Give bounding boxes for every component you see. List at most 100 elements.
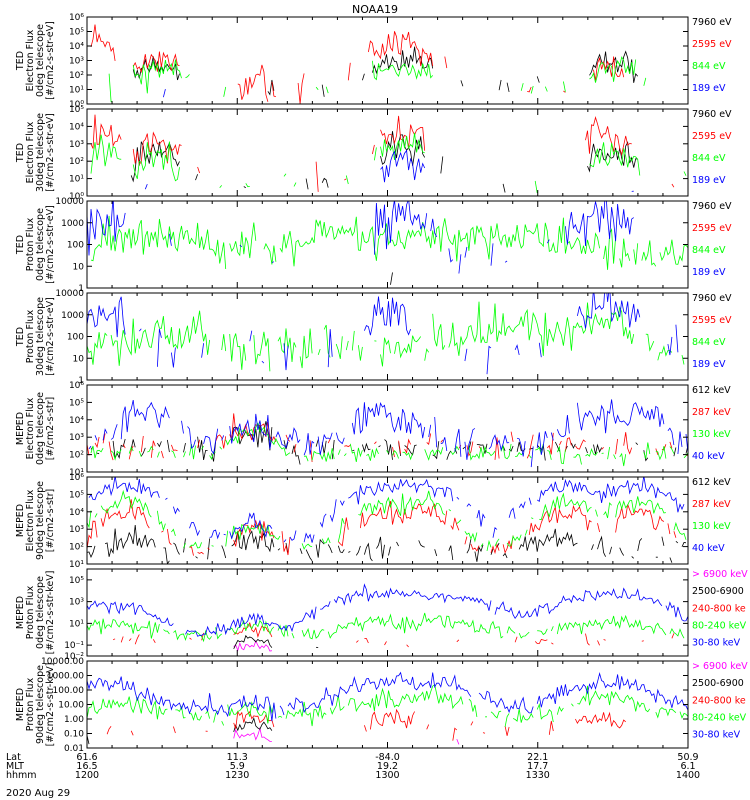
y-axis-label-line: [#/cm2-s-str-eV] xyxy=(45,205,56,284)
series-green xyxy=(90,422,688,467)
y-tick-label: 10⁴ xyxy=(69,42,84,52)
y-axis-label-line: MEPED xyxy=(15,688,26,721)
series-line-green xyxy=(90,132,687,193)
y-axis-label-line: 30deg telescope xyxy=(35,113,46,192)
legend-entry-black: 2500-6900 xyxy=(692,678,744,689)
series-green xyxy=(87,612,685,643)
legend-entry-black: 7960 eV xyxy=(692,109,732,120)
y-axis-label: TEDProton Flux0deg telescope[#/cm2-s-str… xyxy=(15,205,56,284)
footer-lat-value: 61.6 xyxy=(76,752,97,763)
y-axis-label-line: [#/cm2-s-str-keV] xyxy=(45,663,56,747)
footer-mlt-value: 5.9 xyxy=(230,761,245,772)
footer-mlt-value: 19.2 xyxy=(377,761,398,772)
series-group xyxy=(87,671,688,745)
footer-mlt-value: 6.1 xyxy=(680,761,695,772)
series-green xyxy=(87,489,687,551)
series-blue xyxy=(87,671,688,722)
series-line-green xyxy=(87,684,688,727)
footer-hhmm-value: 1400 xyxy=(676,770,700,781)
y-tick-label: 10⁰ xyxy=(69,192,84,202)
legend-entry-blue: 189 eV xyxy=(692,359,726,370)
legend-entry-green: 80-240 keV xyxy=(692,621,747,632)
y-tick-label: 10⁰ xyxy=(69,100,84,110)
series-green xyxy=(90,132,687,193)
y-axis-label-line: [#/cm2-s-str-eV] xyxy=(45,21,56,100)
y-tick-label: 10⁻² xyxy=(64,652,84,662)
y-axis-label-line: Electron Flux xyxy=(25,29,36,91)
chart-panel-2: 10⁰ 10¹ 10² 10³ 10⁴ 10⁵ TEDElectron Flux30deg … xyxy=(15,105,732,202)
footer-lat-value: 22.1 xyxy=(527,752,548,763)
legend-entry-red: 287 keV xyxy=(692,407,731,418)
y-tick-label: 10³ xyxy=(69,57,84,67)
series-black xyxy=(90,421,688,465)
series-line-red xyxy=(91,25,686,104)
footer-row-label: Lat xyxy=(6,752,21,763)
series-line-blue xyxy=(163,89,664,104)
y-tick-label: 10³ xyxy=(69,140,84,150)
y-tick-label: 10⁴ xyxy=(69,508,84,518)
series-line-black xyxy=(234,636,513,649)
y-tick-label: 10⁻¹ xyxy=(64,641,84,651)
legend-entry-black: 612 keV xyxy=(692,477,731,488)
y-tick-label: 10000 xyxy=(55,289,84,299)
y-axis-label-line: 30deg telescope xyxy=(35,297,46,376)
series-line-blue xyxy=(87,671,688,722)
y-axis-label: TEDElectron Flux0deg telescope[#/cm2-s-s… xyxy=(15,21,56,100)
footer-hhmm-value: 1300 xyxy=(375,770,399,781)
plot-frame xyxy=(86,384,689,473)
y-tick-label: 10³ xyxy=(69,525,84,535)
series-line-red xyxy=(107,710,688,741)
y-axis-label-line: TED xyxy=(15,51,26,71)
y-axis-label-line: 90deg telescope xyxy=(35,665,46,744)
y-axis-label-line: [#/cm2-s-str-eV] xyxy=(45,297,56,376)
y-tick-label: 10² xyxy=(69,543,84,553)
y-axis-label-line: TED xyxy=(15,143,26,163)
y-tick-label: 10⁵ xyxy=(69,105,84,115)
legend-entry-red: 2595 eV xyxy=(692,131,732,142)
footer-mlt-value: 17.7 xyxy=(527,761,548,772)
series-blue xyxy=(87,583,688,637)
legend-entry-green: 844 eV xyxy=(692,337,726,348)
legend-entry-black: 612 keV xyxy=(692,385,731,396)
series-red xyxy=(87,413,688,463)
legend-entry-blue: 189 eV xyxy=(692,83,726,94)
y-axis-label: MEPEDProton Flux0deg telescope[#/cm2-s-s… xyxy=(15,571,56,655)
series-line-red xyxy=(87,413,688,463)
legend-entry-black: 7960 eV xyxy=(692,293,732,304)
series-line-black xyxy=(87,524,687,564)
y-tick-label: 10¹ xyxy=(69,619,84,629)
y-tick-label: 10² xyxy=(69,71,84,81)
chart-panel-1: 10⁰ 10¹ 10² 10³ 10⁴ 10⁵ 10⁶ TEDElectron Flux0de… xyxy=(15,13,732,110)
footer-lat-value: -84.0 xyxy=(375,752,400,763)
y-tick-label: 10000.00 xyxy=(41,657,84,667)
series-line-green xyxy=(87,612,685,643)
y-axis-label: MEPEDProton Flux90deg telescope[#/cm2-s-… xyxy=(15,663,56,747)
y-tick-label: 10⁴ xyxy=(69,122,84,132)
series-group xyxy=(87,189,688,285)
legend-entry-blue: 40 keV xyxy=(692,451,725,462)
y-axis-label-line: TED xyxy=(15,235,26,255)
y-tick-label: 100.00 xyxy=(53,686,85,696)
y-tick-label: 1 xyxy=(78,284,84,294)
series-group xyxy=(87,399,688,468)
legend-entry-red: 287 keV xyxy=(692,499,731,510)
series-line-red xyxy=(112,621,675,648)
y-axis-label: TEDElectron Flux30deg telescope[#/cm2-s-… xyxy=(15,113,56,192)
y-axis-label-line: MEPED xyxy=(15,412,26,445)
y-axis-label-line: 0deg telescope xyxy=(35,576,46,649)
y-tick-label: 100 xyxy=(67,241,84,251)
y-tick-label: 10³ xyxy=(69,598,84,608)
footer-hhmm-value: 1200 xyxy=(75,770,99,781)
series-red xyxy=(91,25,686,104)
y-tick-label: 10 xyxy=(73,262,85,272)
y-tick-label: 1000.00 xyxy=(47,672,84,682)
y-axis-label-line: 90deg telescope xyxy=(35,481,46,560)
series-line-blue xyxy=(87,277,688,374)
legend-entry-blue: 30-80 keV xyxy=(692,638,741,649)
series-line-blue xyxy=(87,583,688,637)
legend-entry-green: 80-240 keV xyxy=(692,713,747,724)
y-tick-label: 10⁶ xyxy=(69,381,84,391)
y-tick-label: 1000 xyxy=(61,311,84,321)
y-tick-label: 100 xyxy=(67,333,84,343)
